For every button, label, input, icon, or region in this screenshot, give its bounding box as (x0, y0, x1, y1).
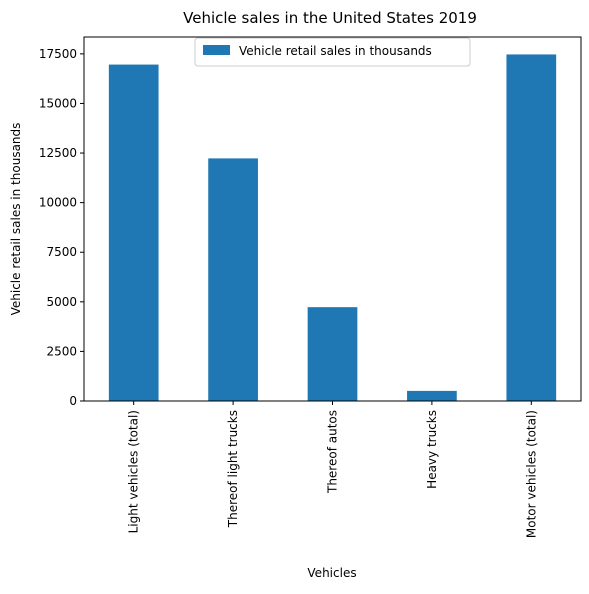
y-tick-label: 2500 (46, 344, 77, 358)
x-tick-label: Heavy trucks (425, 410, 439, 489)
y-tick-label: 7500 (46, 245, 77, 259)
bar (108, 64, 159, 401)
y-axis-ticks: 0 2500 5000 7500 10000 12500 15000 17500 (39, 47, 84, 408)
bar (208, 158, 258, 401)
y-tick-label: 5000 (46, 295, 77, 309)
y-tick-label: 12500 (39, 146, 77, 160)
y-tick-label: 0 (69, 394, 77, 408)
bars (108, 54, 557, 402)
x-axis-ticks: Light vehicles (total) Thereof light truc… (127, 401, 538, 538)
x-axis-label: Vehicles (307, 566, 356, 580)
y-axis-label: Vehicle retail sales in thousands (9, 123, 23, 316)
chart-title: Vehicle sales in the United States 2019 (183, 9, 477, 27)
x-tick-label: Light vehicles (total) (127, 410, 141, 533)
y-tick-label: 15000 (39, 96, 77, 110)
y-tick-label: 10000 (39, 196, 77, 210)
x-tick-label: Motor vehicles (total) (524, 410, 538, 538)
legend-swatch (203, 45, 230, 55)
legend: Vehicle retail sales in thousands (194, 37, 471, 67)
x-tick-label: Thereof autos (326, 410, 340, 494)
plot-frame (83, 36, 582, 402)
bar (506, 54, 557, 402)
legend-frame (194, 37, 471, 67)
x-tick-label: Thereof light trucks (226, 410, 240, 528)
legend-label: Vehicle retail sales in thousands (239, 44, 432, 58)
bar (407, 390, 457, 401)
y-tick-label: 17500 (39, 47, 77, 61)
bar (307, 307, 358, 401)
